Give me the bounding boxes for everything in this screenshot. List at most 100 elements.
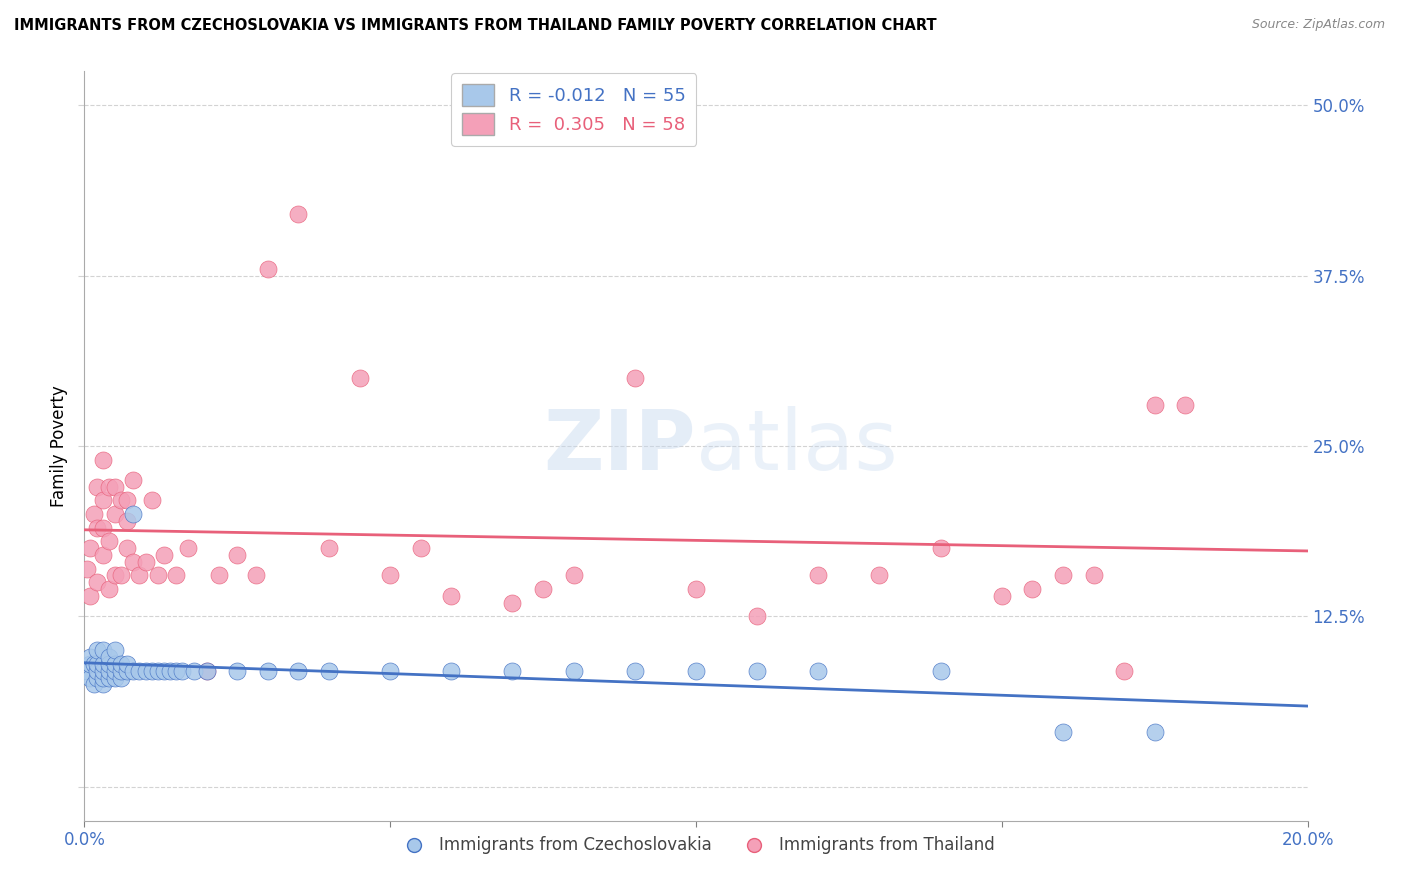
Point [208, 568, 231, 582]
Point [177, 541, 200, 556]
Point [115, 493, 138, 508]
Point [409, 541, 432, 556]
Point [91, 493, 114, 508]
Point [159, 664, 181, 678]
Point [1114, 664, 1136, 678]
Point [380, 568, 402, 582]
Point [685, 582, 707, 596]
Point [110, 671, 132, 685]
Point [1143, 725, 1166, 739]
Point [110, 664, 132, 678]
Point [287, 664, 309, 678]
Point [122, 664, 145, 678]
Point [86, 643, 108, 657]
Point [79, 671, 101, 685]
Point [97, 671, 120, 685]
Point [104, 568, 127, 582]
Point [91, 521, 114, 535]
Point [76, 664, 98, 678]
Point [135, 555, 157, 569]
Point [245, 568, 267, 582]
Point [318, 541, 340, 556]
Point [122, 555, 145, 569]
Point [380, 664, 402, 678]
Point [153, 664, 176, 678]
Point [91, 548, 114, 562]
Point [146, 664, 169, 678]
Text: atlas: atlas [696, 406, 897, 486]
Point [531, 582, 554, 596]
Point [83, 657, 105, 671]
Point [122, 507, 145, 521]
Point [135, 664, 157, 678]
Point [128, 568, 150, 582]
Y-axis label: Family Poverty: Family Poverty [49, 385, 67, 507]
Point [747, 664, 769, 678]
Point [86, 664, 108, 678]
Point [115, 664, 138, 678]
Point [91, 452, 114, 467]
Point [110, 493, 132, 508]
Point [110, 657, 132, 671]
Point [86, 671, 108, 685]
Point [624, 664, 647, 678]
Point [562, 568, 585, 582]
Point [1083, 568, 1105, 582]
Point [624, 371, 647, 385]
Point [97, 534, 120, 549]
Point [91, 671, 114, 685]
Point [440, 664, 463, 678]
Point [807, 664, 830, 678]
Point [104, 480, 127, 494]
Point [991, 589, 1014, 603]
Point [104, 657, 127, 671]
Point [929, 541, 952, 556]
Point [165, 664, 187, 678]
Point [97, 650, 120, 665]
Point [104, 664, 127, 678]
Point [122, 473, 145, 487]
Point [1052, 725, 1074, 739]
Point [115, 541, 138, 556]
Point [146, 568, 169, 582]
Point [195, 664, 218, 678]
Point [183, 664, 205, 678]
Point [226, 664, 249, 678]
Point [153, 548, 176, 562]
Point [287, 207, 309, 221]
Point [562, 664, 585, 678]
Point [747, 609, 769, 624]
Point [79, 541, 101, 556]
Text: Source: ZipAtlas.com: Source: ZipAtlas.com [1251, 18, 1385, 31]
Text: ZIP: ZIP [544, 406, 696, 486]
Point [79, 589, 101, 603]
Point [257, 261, 280, 276]
Point [141, 664, 163, 678]
Point [1052, 568, 1074, 582]
Point [91, 664, 114, 678]
Point [502, 596, 524, 610]
Point [257, 664, 280, 678]
Point [172, 664, 194, 678]
Point [165, 568, 187, 582]
Point [104, 643, 127, 657]
Point [115, 657, 138, 671]
Point [83, 677, 105, 691]
Point [83, 507, 105, 521]
Point [110, 568, 132, 582]
Point [79, 657, 101, 671]
Point [97, 582, 120, 596]
Point [440, 589, 463, 603]
Point [869, 568, 891, 582]
Point [97, 480, 120, 494]
Legend: Immigrants from Czechoslovakia, Immigrants from Thailand: Immigrants from Czechoslovakia, Immigran… [391, 830, 1001, 861]
Point [115, 514, 138, 528]
Point [349, 371, 371, 385]
Point [226, 548, 249, 562]
Point [1143, 398, 1166, 412]
Point [86, 521, 108, 535]
Point [195, 664, 218, 678]
Point [1021, 582, 1043, 596]
Point [685, 664, 707, 678]
Point [79, 650, 101, 665]
